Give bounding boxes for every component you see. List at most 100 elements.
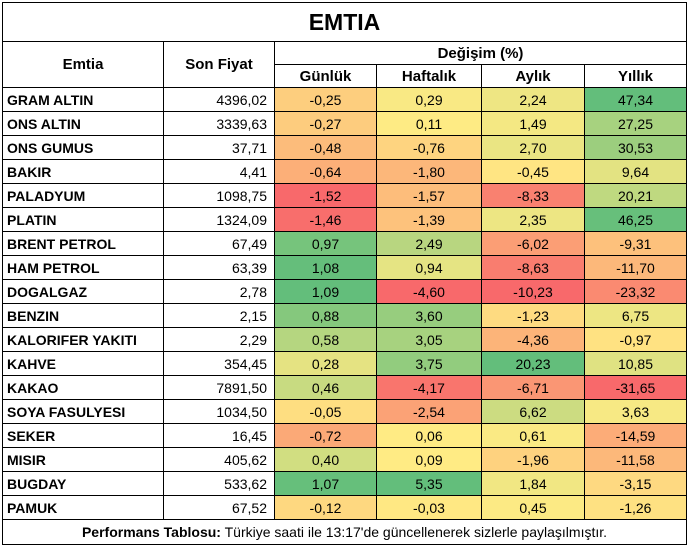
cell-daily-change: 1,09 — [274, 279, 377, 304]
cell-weekly-change: -1,39 — [376, 207, 482, 232]
cell-monthly-change: -6,02 — [481, 231, 585, 256]
table-row: PAMUK 67,52 -0,12 -0,03 0,45 -1,26 — [2, 495, 687, 520]
cell-commodity-name: HAM PETROL — [2, 255, 164, 280]
cell-weekly-change: -4,17 — [376, 375, 482, 400]
cell-commodity-name: KALORIFER YAKITI — [2, 327, 164, 352]
cell-daily-change: 0,58 — [274, 327, 377, 352]
cell-last-price: 1098,75 — [163, 183, 275, 208]
cell-weekly-change: -2,54 — [376, 399, 482, 424]
header-last-price: Son Fiyat — [163, 41, 275, 88]
cell-yearly-change: 20,21 — [584, 183, 687, 208]
cell-commodity-name: PLATIN — [2, 207, 164, 232]
cell-weekly-change: 5,35 — [376, 471, 482, 496]
cell-yearly-change: -0,97 — [584, 327, 687, 352]
cell-weekly-change: 3,75 — [376, 351, 482, 376]
cell-daily-change: 1,07 — [274, 471, 377, 496]
cell-daily-change: -0,27 — [274, 111, 377, 136]
cell-yearly-change: 27,25 — [584, 111, 687, 136]
table-row: GRAM ALTIN 4396,02 -0,25 0,29 2,24 47,34 — [2, 87, 687, 112]
cell-daily-change: -0,25 — [274, 87, 377, 112]
cell-commodity-name: SEKER — [2, 423, 164, 448]
table-row: BAKIR 4,41 -0,64 -1,80 -0,45 9,64 — [2, 159, 687, 184]
footer-text: Türkiye saati ile 13:17'de güncellenerek… — [220, 524, 608, 540]
cell-last-price: 4396,02 — [163, 87, 275, 112]
cell-yearly-change: 6,75 — [584, 303, 687, 328]
cell-weekly-change: -1,80 — [376, 159, 482, 184]
cell-commodity-name: KAKAO — [2, 375, 164, 400]
cell-yearly-change: -11,70 — [584, 255, 687, 280]
cell-last-price: 4,41 — [163, 159, 275, 184]
header-monthly: Aylık — [481, 64, 585, 88]
cell-weekly-change: 0,29 — [376, 87, 482, 112]
cell-weekly-change: 0,11 — [376, 111, 482, 136]
cell-weekly-change: -1,57 — [376, 183, 482, 208]
cell-commodity-name: SOYA FASULYESI — [2, 399, 164, 424]
cell-weekly-change: 0,09 — [376, 447, 482, 472]
cell-last-price: 1034,50 — [163, 399, 275, 424]
cell-last-price: 1324,09 — [163, 207, 275, 232]
cell-weekly-change: 3,60 — [376, 303, 482, 328]
cell-monthly-change: -6,71 — [481, 375, 585, 400]
cell-yearly-change: -1,26 — [584, 495, 687, 520]
cell-monthly-change: -1,96 — [481, 447, 585, 472]
header-weekly: Haftalık — [376, 64, 482, 88]
cell-monthly-change: 1,84 — [481, 471, 585, 496]
cell-yearly-change: -11,58 — [584, 447, 687, 472]
cell-monthly-change: 0,61 — [481, 423, 585, 448]
cell-last-price: 354,45 — [163, 351, 275, 376]
footer-label: Performans Tablosu: — [81, 524, 221, 540]
table-title: EMTIA — [2, 2, 687, 42]
cell-commodity-name: PALADYUM — [2, 183, 164, 208]
cell-commodity-name: BENZIN — [2, 303, 164, 328]
cell-last-price: 67,49 — [163, 231, 275, 256]
table-footer: Performans Tablosu: Türkiye saati ile 13… — [2, 519, 687, 545]
table-row: BUGDAY 533,62 1,07 5,35 1,84 -3,15 — [2, 471, 687, 496]
cell-commodity-name: PAMUK — [2, 495, 164, 520]
table-row: KAHVE 354,45 0,28 3,75 20,23 10,85 — [2, 351, 687, 376]
cell-monthly-change: 0,45 — [481, 495, 585, 520]
cell-weekly-change: -4,60 — [376, 279, 482, 304]
cell-monthly-change: -8,63 — [481, 255, 585, 280]
cell-daily-change: -0,05 — [274, 399, 377, 424]
cell-daily-change: -0,72 — [274, 423, 377, 448]
cell-commodity-name: MISIR — [2, 447, 164, 472]
cell-daily-change: 0,97 — [274, 231, 377, 256]
cell-weekly-change: 0,06 — [376, 423, 482, 448]
cell-commodity-name: BUGDAY — [2, 471, 164, 496]
cell-commodity-name: ONS ALTIN — [2, 111, 164, 136]
cell-last-price: 2,15 — [163, 303, 275, 328]
cell-commodity-name: BRENT PETROL — [2, 231, 164, 256]
cell-last-price: 3339,63 — [163, 111, 275, 136]
cell-daily-change: 0,28 — [274, 351, 377, 376]
cell-last-price: 2,29 — [163, 327, 275, 352]
cell-yearly-change: -9,31 — [584, 231, 687, 256]
cell-monthly-change: 2,70 — [481, 135, 585, 160]
cell-commodity-name: KAHVE — [2, 351, 164, 376]
table-row: PLATIN 1324,09 -1,46 -1,39 2,35 46,25 — [2, 207, 687, 232]
cell-yearly-change: -23,32 — [584, 279, 687, 304]
table-row: PALADYUM 1098,75 -1,52 -1,57 -8,33 20,21 — [2, 183, 687, 208]
cell-daily-change: 0,88 — [274, 303, 377, 328]
cell-commodity-name: DOGALGAZ — [2, 279, 164, 304]
cell-yearly-change: 9,64 — [584, 159, 687, 184]
table-row: HAM PETROL 63,39 1,08 0,94 -8,63 -11,70 — [2, 255, 687, 280]
header-daily: Günlük — [274, 64, 377, 88]
header-yearly: Yıllık — [584, 64, 687, 88]
table-row: ONS GUMUS 37,71 -0,48 -0,76 2,70 30,53 — [2, 135, 687, 160]
cell-weekly-change: 0,94 — [376, 255, 482, 280]
cell-last-price: 63,39 — [163, 255, 275, 280]
cell-yearly-change: 46,25 — [584, 207, 687, 232]
table-row: KALORIFER YAKITI 2,29 0,58 3,05 -4,36 -0,97 — [2, 327, 687, 352]
cell-last-price: 37,71 — [163, 135, 275, 160]
table-row: MISIR 405,62 0,40 0,09 -1,96 -11,58 — [2, 447, 687, 472]
cell-monthly-change: 20,23 — [481, 351, 585, 376]
table-row: BRENT PETROL 67,49 0,97 2,49 -6,02 -9,31 — [2, 231, 687, 256]
cell-daily-change: 1,08 — [274, 255, 377, 280]
cell-yearly-change: 30,53 — [584, 135, 687, 160]
cell-commodity-name: BAKIR — [2, 159, 164, 184]
cell-monthly-change: -10,23 — [481, 279, 585, 304]
cell-daily-change: -0,48 — [274, 135, 377, 160]
cell-monthly-change: 1,49 — [481, 111, 585, 136]
table-row: KAKAO 7891,50 0,46 -4,17 -6,71 -31,65 — [2, 375, 687, 400]
